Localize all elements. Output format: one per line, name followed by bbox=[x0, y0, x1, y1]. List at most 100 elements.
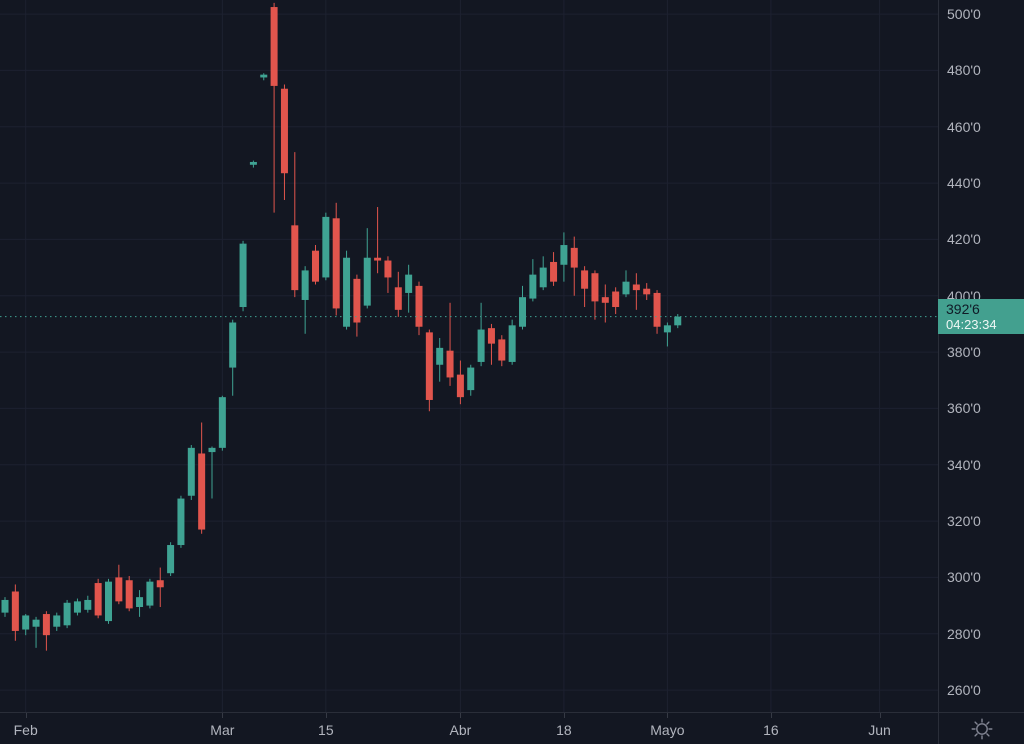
candle[interactable] bbox=[405, 274, 413, 293]
candle[interactable] bbox=[436, 347, 444, 365]
candle[interactable] bbox=[353, 278, 361, 323]
time-axis-label: 15 bbox=[318, 722, 334, 738]
candle[interactable] bbox=[477, 329, 485, 362]
candle[interactable] bbox=[508, 325, 516, 362]
candle[interactable] bbox=[239, 243, 247, 308]
candle[interactable] bbox=[156, 580, 164, 588]
candle[interactable] bbox=[539, 267, 547, 288]
candle[interactable] bbox=[322, 216, 330, 278]
time-axis-label: Feb bbox=[13, 722, 38, 738]
time-axis[interactable]: Feb Mar 15 Abr 18 Mayo 16 Jun bbox=[0, 712, 1024, 744]
time-axis-label: Abr bbox=[449, 722, 472, 738]
candle[interactable] bbox=[218, 397, 226, 448]
candle[interactable] bbox=[570, 247, 578, 268]
candle[interactable] bbox=[332, 218, 340, 309]
candle[interactable] bbox=[581, 270, 589, 289]
candle[interactable] bbox=[529, 274, 537, 299]
price-axis-label: 260'0 bbox=[947, 682, 981, 699]
candle[interactable] bbox=[115, 577, 123, 602]
countdown-timer: 04:23:34 bbox=[946, 317, 997, 333]
candle[interactable] bbox=[63, 602, 71, 626]
time-axis-tick bbox=[770, 713, 772, 718]
candle[interactable] bbox=[11, 591, 19, 631]
candle[interactable] bbox=[663, 325, 671, 333]
candle[interactable] bbox=[498, 339, 506, 361]
candle[interactable] bbox=[198, 453, 206, 530]
candle[interactable] bbox=[363, 257, 371, 306]
candle[interactable] bbox=[301, 270, 309, 300]
candle[interactable] bbox=[32, 619, 40, 627]
candle[interactable] bbox=[487, 328, 495, 344]
candle[interactable] bbox=[260, 74, 268, 78]
candle[interactable] bbox=[208, 447, 216, 453]
candle[interactable] bbox=[384, 260, 392, 278]
candle[interactable] bbox=[622, 281, 630, 295]
last-price-value: 392'6 bbox=[946, 301, 980, 318]
axis-corner bbox=[938, 712, 1024, 744]
candle[interactable] bbox=[519, 297, 526, 327]
time-axis-label: 18 bbox=[556, 722, 572, 738]
candle[interactable] bbox=[270, 7, 278, 86]
candle[interactable] bbox=[146, 581, 154, 606]
candle[interactable] bbox=[467, 367, 475, 391]
time-axis-label: Jun bbox=[868, 722, 891, 738]
time-axis-tick bbox=[325, 713, 327, 718]
time-axis-tick bbox=[222, 713, 224, 718]
candle[interactable] bbox=[612, 291, 620, 308]
last-price-label: 392'6 04:23:34 bbox=[938, 299, 1024, 335]
sun-icon[interactable] bbox=[969, 716, 995, 742]
candle[interactable] bbox=[653, 292, 661, 327]
candle[interactable] bbox=[136, 597, 144, 607]
price-axis-label: 440'0 bbox=[947, 175, 981, 192]
candle[interactable] bbox=[105, 581, 112, 622]
candle[interactable] bbox=[374, 257, 382, 261]
candle[interactable] bbox=[643, 288, 651, 295]
time-axis-label: 16 bbox=[763, 722, 779, 738]
candle[interactable] bbox=[425, 332, 433, 400]
time-axis-label: Mayo bbox=[650, 722, 685, 738]
candle[interactable] bbox=[229, 322, 237, 368]
candle[interactable] bbox=[167, 545, 175, 574]
candle[interactable] bbox=[591, 273, 599, 302]
candle[interactable] bbox=[601, 297, 609, 303]
candle[interactable] bbox=[394, 287, 402, 310]
candlestick-chart[interactable] bbox=[0, 0, 938, 712]
candle[interactable] bbox=[415, 285, 423, 327]
candle[interactable] bbox=[446, 350, 454, 378]
candle[interactable] bbox=[550, 261, 558, 282]
price-axis-label: 460'0 bbox=[947, 118, 981, 135]
candle[interactable] bbox=[291, 225, 299, 291]
price-axis-label: 280'0 bbox=[947, 625, 981, 642]
candle[interactable] bbox=[456, 374, 464, 398]
price-axis-label: 340'0 bbox=[947, 456, 981, 473]
price-axis-label: 500'0 bbox=[947, 6, 981, 23]
candle[interactable] bbox=[22, 615, 30, 630]
candle[interactable] bbox=[42, 614, 50, 636]
price-axis-label: 480'0 bbox=[947, 62, 981, 79]
price-axis-label: 300'0 bbox=[947, 569, 981, 586]
time-axis-tick bbox=[460, 713, 462, 718]
candle[interactable] bbox=[674, 316, 682, 326]
candle[interactable] bbox=[177, 498, 185, 546]
candle[interactable] bbox=[249, 161, 257, 165]
candle[interactable] bbox=[560, 245, 568, 265]
candle[interactable] bbox=[84, 599, 92, 610]
candle[interactable] bbox=[125, 580, 133, 609]
candle[interactable] bbox=[343, 257, 351, 327]
price-axis-label: 320'0 bbox=[947, 513, 981, 530]
time-axis-tick bbox=[25, 713, 27, 718]
candle[interactable] bbox=[94, 583, 102, 616]
candle[interactable] bbox=[53, 615, 61, 627]
price-axis-label: 420'0 bbox=[947, 231, 981, 248]
time-axis-tick bbox=[879, 713, 881, 718]
candle[interactable] bbox=[280, 88, 288, 174]
price-axis[interactable]: 500'0 480'0 460'0 440'0 420'0 400'0 380'0 360'0… bbox=[938, 0, 1024, 712]
candle[interactable] bbox=[632, 284, 640, 291]
candle[interactable] bbox=[312, 250, 319, 282]
candle[interactable] bbox=[187, 447, 195, 496]
candle[interactable] bbox=[73, 601, 81, 613]
candle[interactable] bbox=[1, 599, 9, 613]
time-axis-label: Mar bbox=[210, 722, 235, 738]
price-axis-label: 380'0 bbox=[947, 344, 981, 361]
